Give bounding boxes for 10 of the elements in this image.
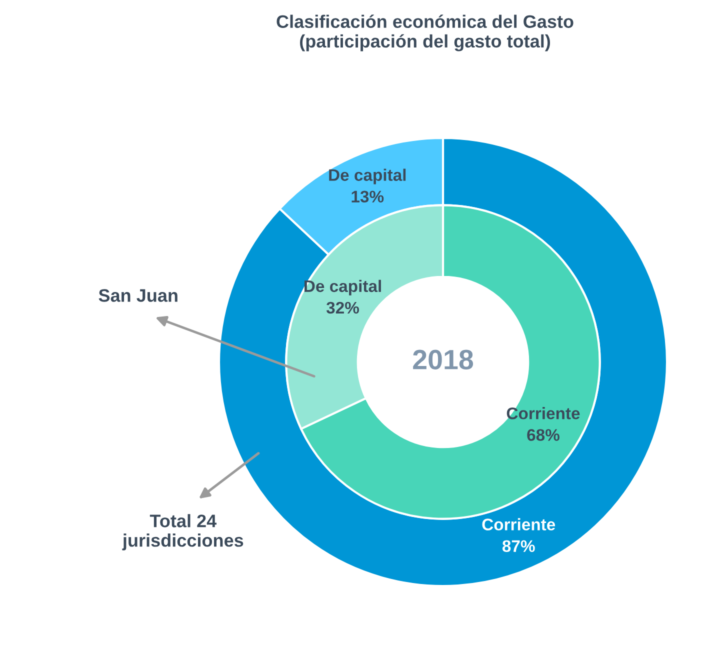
data-label: 68% xyxy=(527,429,560,441)
data-label: 13% xyxy=(352,190,384,203)
data-label: 32% xyxy=(326,302,359,314)
slice-label: Total 24 jurisdicciones xyxy=(122,514,244,550)
text: 2018 xyxy=(413,350,474,370)
slice-label: San Juan xyxy=(98,289,178,302)
slice-label: De capital xyxy=(329,168,406,184)
data-label: 87% xyxy=(502,540,535,552)
chart-title: Clasificación económica del Gasto (participación del gasto total) xyxy=(276,14,574,52)
slice-label: Corriente xyxy=(482,518,556,530)
